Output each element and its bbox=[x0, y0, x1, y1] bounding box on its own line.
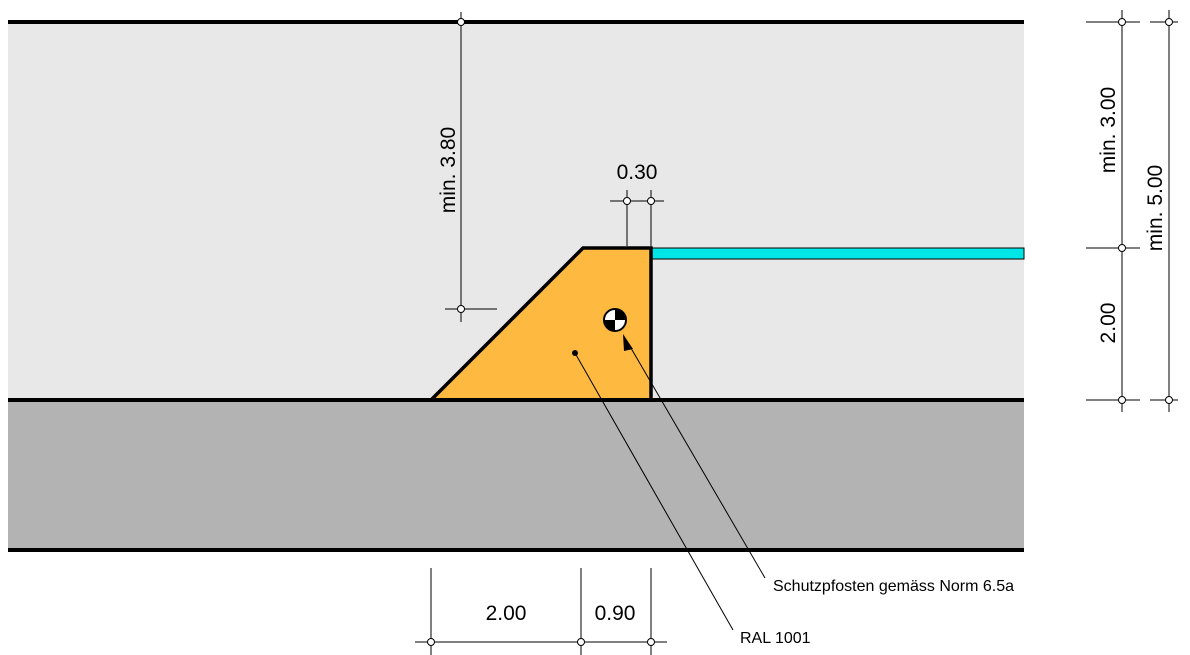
post-leader bbox=[623, 334, 766, 579]
dim-length-200-label: 2.00 bbox=[486, 602, 527, 625]
color-leader bbox=[572, 350, 734, 631]
edge-marking bbox=[650, 247, 1025, 260]
post-note: Schutzpfosten gemäss Norm 6.5a bbox=[773, 578, 1014, 595]
dim-030-label: 0.30 bbox=[617, 161, 658, 184]
dim-right-outer bbox=[1150, 10, 1178, 412]
bollard-symbol-icon bbox=[603, 308, 627, 332]
dim-bottom bbox=[415, 568, 667, 655]
shoulder-area bbox=[8, 400, 1024, 550]
dim-030 bbox=[610, 190, 664, 246]
dim-min-380 bbox=[445, 12, 497, 322]
color-note: RAL 1001 bbox=[740, 630, 811, 647]
dim-min-300-label: min. 3.00 bbox=[1097, 87, 1120, 173]
dim-min-500-label: min. 5.00 bbox=[1144, 165, 1167, 251]
dim-min-380-label: min. 3.80 bbox=[437, 127, 460, 213]
dim-right-inner bbox=[1086, 10, 1140, 412]
dim-length-090-label: 0.90 bbox=[595, 602, 636, 625]
dim-height-200-label: 2.00 bbox=[1097, 303, 1120, 344]
